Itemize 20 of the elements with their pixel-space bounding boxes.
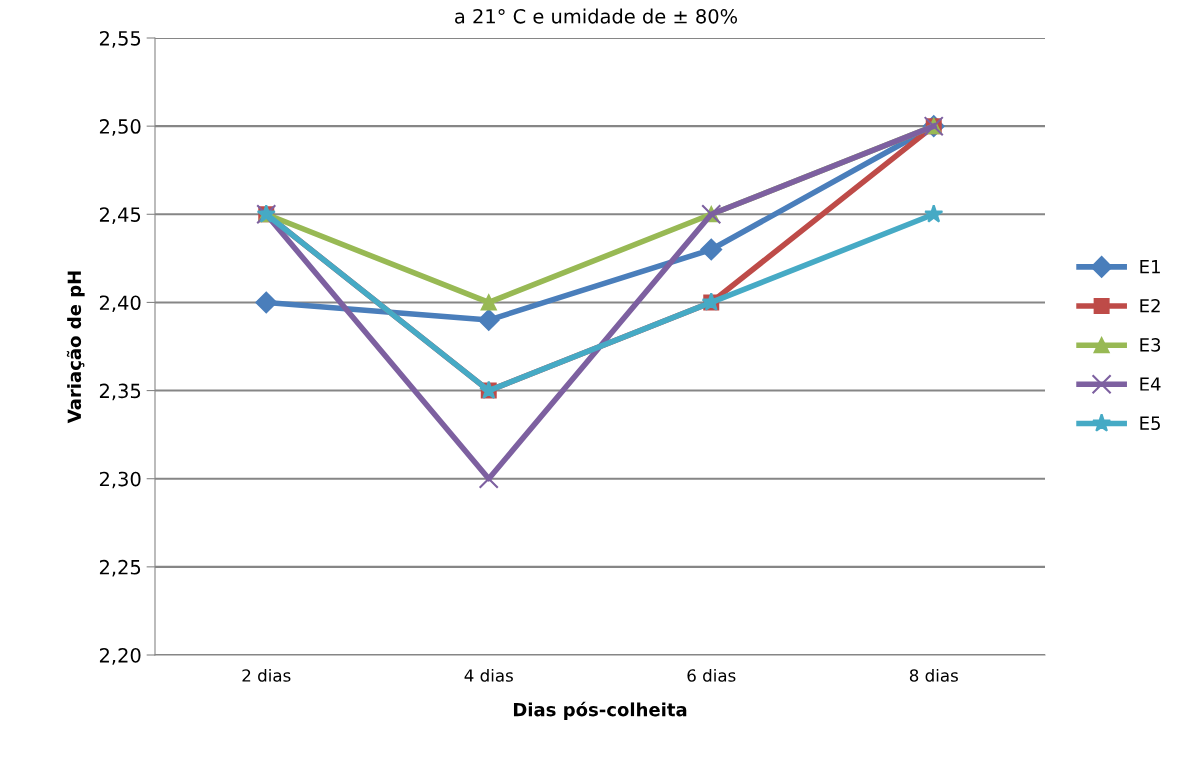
legend-label: E3 [1140, 338, 1161, 352]
x-tick-label: 2 dias [242, 668, 291, 682]
legend-label: E1 [1140, 260, 1160, 274]
y-tick-label: 2,55 [99, 30, 141, 48]
y-tick-label: 2,25 [99, 559, 141, 577]
y-tick-label: 2,40 [99, 295, 141, 313]
y-tick-label: 2,50 [99, 119, 141, 136]
y-axis-title: Variação de pH [66, 271, 85, 424]
x-tick-label: 4 dias [464, 668, 513, 682]
y-tick-label: 2,35 [99, 383, 141, 401]
x-axis-title: Dias pós-colheita [513, 701, 687, 720]
chart-title: a 21° C e umidade de ± 80% [455, 8, 738, 24]
legend-label: E5 [1140, 416, 1160, 431]
legend-label: E4 [1140, 377, 1161, 391]
y-tick-label: 2,45 [99, 207, 141, 224]
x-tick-label: 6 dias [687, 668, 736, 682]
y-tick-label: 2,20 [99, 647, 141, 665]
legend-label: E2 [1140, 298, 1160, 313]
x-tick-label: 8 dias [909, 668, 958, 682]
y-tick-label: 2,30 [99, 471, 141, 489]
